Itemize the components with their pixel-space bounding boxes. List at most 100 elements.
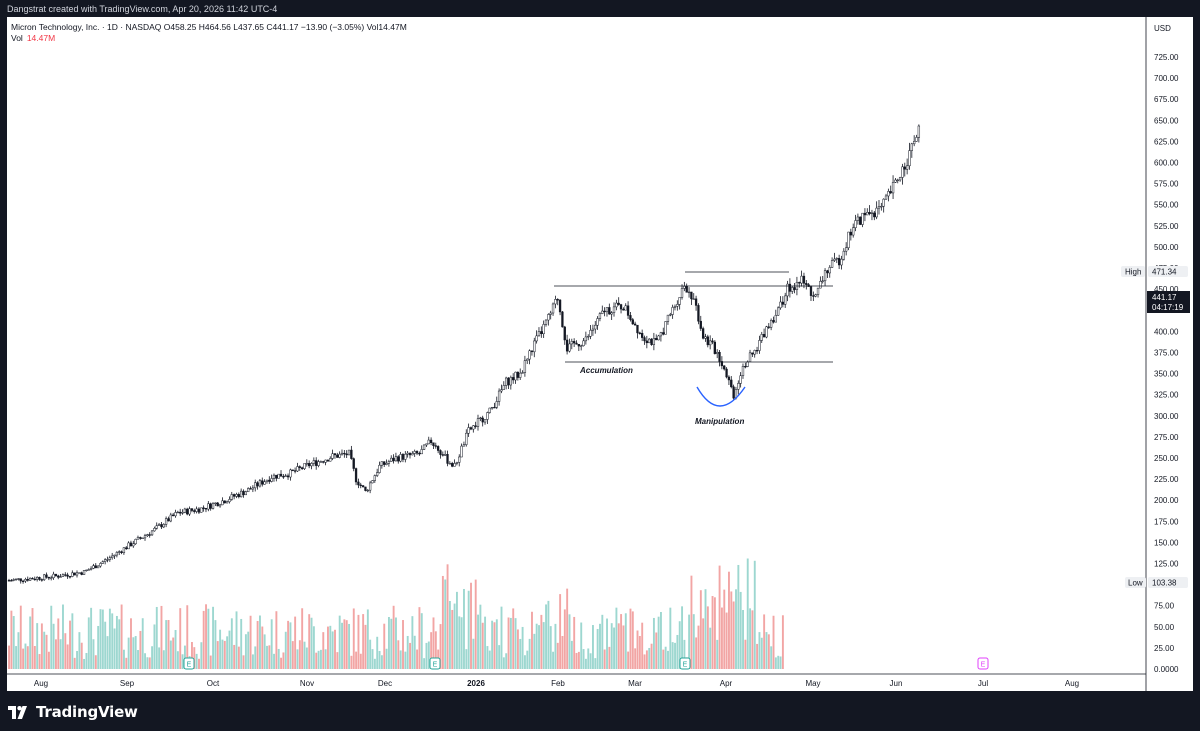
earnings-icon[interactable]: E [977, 657, 989, 670]
candle [10, 579, 13, 582]
candle [289, 468, 292, 481]
time-axis[interactable]: Aug Sep Oct Nov Dec 2026 Feb Mar Apr May Jun Jul Aug [7, 673, 1146, 688]
price-tick-label: 25.00 [1154, 644, 1175, 653]
candle [188, 506, 191, 517]
earnings-icon[interactable]: E [429, 657, 441, 670]
candle [371, 480, 374, 484]
candle [467, 423, 470, 437]
volume-bar [202, 610, 205, 669]
candle [303, 463, 306, 471]
candle [26, 576, 29, 582]
volume-bar [538, 625, 540, 669]
chart-legend: Micron Technology, Inc. · 1D · NASDAQ O4… [11, 22, 407, 44]
candle [774, 309, 777, 323]
volume-bar [90, 607, 93, 669]
volume-bar [596, 628, 599, 669]
candle [183, 507, 187, 514]
volume-bar [366, 609, 369, 669]
earnings-icon[interactable]: E [183, 657, 195, 670]
candle [225, 500, 229, 504]
volume-bar [767, 634, 770, 669]
candle [798, 281, 801, 288]
volume-bar [249, 615, 252, 669]
volume-bar [78, 632, 81, 669]
volume-bar [94, 655, 97, 669]
legend-low: L437.65 [233, 22, 265, 32]
candle [699, 315, 702, 331]
price-axis[interactable]: USD 725.00 700.00 675.00 650.00 625.00 600.00… [1121, 17, 1190, 691]
volume-bar [282, 652, 285, 669]
volume-bar [207, 608, 210, 669]
volume-bar [134, 636, 137, 669]
volume-bar [108, 608, 111, 669]
candle [242, 489, 245, 498]
candle [915, 134, 918, 142]
volume-bar [533, 633, 536, 669]
candle [706, 334, 709, 348]
svg-text:E: E [981, 662, 986, 669]
candle [103, 558, 107, 565]
candle [896, 178, 899, 184]
candle [617, 297, 620, 306]
earnings-icon[interactable]: E [679, 657, 691, 670]
volume-bar [350, 655, 353, 669]
candle [275, 474, 278, 482]
candle [746, 360, 749, 368]
volume-bar [355, 651, 358, 669]
candle [160, 521, 163, 529]
candle [594, 321, 597, 334]
candle [826, 269, 829, 278]
chart-panel[interactable]: Accumulation Manipulation E E E E USD 725.0… [7, 17, 1193, 691]
candle [401, 453, 405, 463]
candle [296, 462, 299, 472]
tradingview-logo[interactable]: TradingView [8, 703, 138, 721]
candle [66, 572, 69, 579]
volume-bar [38, 654, 41, 669]
volume-bar [498, 645, 501, 669]
volume-bar [273, 653, 275, 669]
candle [683, 281, 686, 292]
volume-bar [423, 658, 426, 669]
volume-bar [125, 657, 128, 669]
volume-bar [268, 645, 271, 669]
volume-bar [514, 618, 517, 669]
volume-bar [507, 617, 510, 669]
candle [293, 467, 297, 474]
candle [19, 578, 22, 584]
candle [760, 331, 763, 343]
candle [561, 311, 564, 328]
candle [488, 407, 491, 414]
volume-bar [751, 610, 754, 669]
svg-text:E: E [433, 662, 438, 669]
candle [868, 205, 871, 216]
volume-bar [322, 632, 325, 669]
volume-bar [80, 642, 83, 669]
candle [444, 450, 447, 456]
candle [113, 554, 116, 559]
candle [251, 485, 255, 493]
candle [830, 257, 834, 268]
volume-bar [481, 622, 484, 669]
candle [385, 459, 388, 466]
candle [784, 292, 787, 308]
candle [408, 452, 412, 459]
candle [533, 337, 536, 358]
volume-bar [502, 657, 505, 669]
volume-bar [467, 590, 470, 669]
candle [880, 202, 883, 211]
volume-bar [104, 621, 107, 669]
volume-bar [460, 617, 463, 669]
candle [894, 178, 897, 184]
volume-bar [753, 560, 756, 669]
volume-bar [158, 647, 161, 669]
volume-bar [362, 614, 365, 669]
candle [404, 451, 407, 463]
candle [167, 516, 170, 522]
candle [779, 296, 782, 310]
price-chart[interactable]: Accumulation Manipulation E E E E USD 725.0… [7, 17, 1193, 691]
candle [57, 574, 60, 580]
volume-bar [301, 608, 304, 669]
candle [483, 419, 487, 425]
candle [626, 301, 630, 319]
